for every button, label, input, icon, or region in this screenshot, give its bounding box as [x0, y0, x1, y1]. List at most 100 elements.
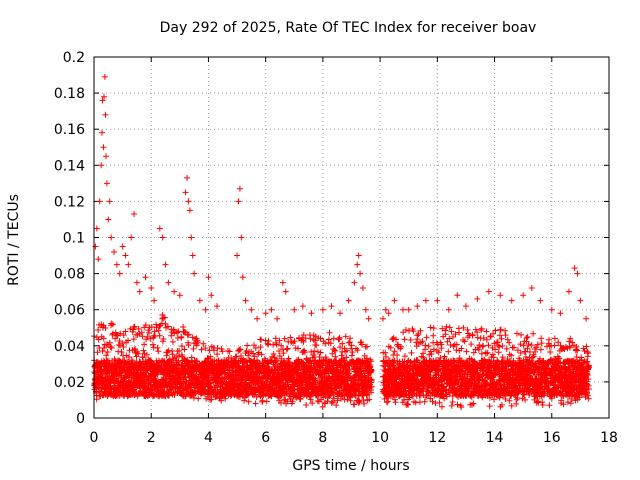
- chart-title: Day 292 of 2025, Rate Of TEC Index for r…: [160, 20, 537, 36]
- data-point: [430, 325, 437, 332]
- data-point: [109, 331, 116, 338]
- data-point: [207, 353, 214, 360]
- data-point: [445, 348, 452, 355]
- data-point: [307, 396, 314, 403]
- data-point: [174, 329, 181, 336]
- data-point: [418, 353, 425, 360]
- data-point: [156, 332, 163, 339]
- data-point: [309, 400, 316, 407]
- x-tick-label: 10: [371, 430, 389, 446]
- data-point: [483, 328, 490, 335]
- data-point: [140, 347, 147, 354]
- x-tick-label: 18: [600, 430, 618, 446]
- data-point: [168, 332, 175, 339]
- data-point: [146, 329, 153, 336]
- data-point: [518, 331, 525, 338]
- x-tick-label: 0: [90, 430, 99, 446]
- data-point: [103, 352, 110, 359]
- data-point: [497, 326, 504, 333]
- data-point: [152, 374, 159, 381]
- data-point: [207, 396, 214, 403]
- data-point: [155, 348, 162, 355]
- data-point: [326, 329, 333, 336]
- data-point: [468, 341, 475, 348]
- data-point: [401, 336, 408, 343]
- data-point: [498, 335, 505, 342]
- data-point: [106, 339, 113, 346]
- data-point: [303, 402, 310, 409]
- data-point: [125, 337, 132, 344]
- data-point: [236, 347, 243, 354]
- data-point: [281, 335, 288, 342]
- data-point: [348, 352, 355, 359]
- data-point: [511, 344, 518, 351]
- y-tick-label: 0.02: [54, 375, 85, 391]
- x-tick-label: 12: [428, 430, 446, 446]
- data-point: [142, 322, 149, 329]
- data-point: [178, 343, 185, 350]
- y-tick-label: 0.16: [54, 122, 85, 138]
- data-point: [257, 344, 264, 351]
- data-point: [211, 347, 218, 354]
- data-point: [120, 332, 127, 339]
- data-point: [109, 330, 116, 337]
- data-point: [329, 398, 336, 405]
- y-tick-label: 0.06: [54, 303, 85, 319]
- data-point: [107, 343, 114, 350]
- data-point: [314, 348, 321, 355]
- data-point: [258, 336, 265, 343]
- x-tick-label: 6: [261, 430, 270, 446]
- data-point: [448, 402, 455, 409]
- data-point: [181, 346, 188, 353]
- data-point: [94, 349, 101, 356]
- data-point: [252, 400, 259, 407]
- data-point: [430, 332, 437, 339]
- y-tick-label: 0.1: [63, 231, 85, 247]
- data-point: [517, 349, 524, 356]
- data-point: [164, 323, 171, 330]
- data-point: [514, 347, 521, 354]
- data-point: [148, 324, 155, 331]
- data-point: [160, 315, 167, 322]
- data-point: [95, 336, 102, 343]
- x-tick-label: 8: [318, 430, 327, 446]
- y-tick-label: 0.18: [54, 86, 85, 102]
- y-tick-label: 0.14: [54, 158, 85, 174]
- data-point: [195, 395, 202, 402]
- data-point: [113, 332, 120, 339]
- data-point: [427, 324, 434, 331]
- data-point: [149, 341, 156, 348]
- data-point: [311, 348, 318, 355]
- data-point: [414, 332, 421, 339]
- data-point: [485, 342, 492, 349]
- data-point: [300, 348, 307, 355]
- data-point: [121, 357, 128, 364]
- data-point: [100, 345, 107, 352]
- data-point: [109, 321, 116, 328]
- data-point: [200, 340, 207, 347]
- data-point: [171, 330, 178, 337]
- data-point: [175, 328, 182, 335]
- data-point: [317, 349, 324, 356]
- x-tick-label: 2: [147, 430, 156, 446]
- data-point: [147, 335, 154, 342]
- data-point: [351, 401, 358, 408]
- data-point: [181, 328, 188, 335]
- data-point: [176, 347, 183, 354]
- data-point: [486, 403, 493, 410]
- data-point: [194, 339, 201, 346]
- data-point: [214, 345, 221, 352]
- data-point: [226, 348, 233, 355]
- data-point: [141, 341, 148, 348]
- data-point: [513, 330, 520, 337]
- data-point: [145, 327, 152, 334]
- data-point: [122, 328, 129, 335]
- data-point: [185, 342, 192, 349]
- data-point: [164, 349, 171, 356]
- x-tick-label: 4: [204, 430, 213, 446]
- x-tick-label: 16: [543, 430, 561, 446]
- data-point: [139, 333, 146, 340]
- data-point: [284, 345, 291, 352]
- data-point: [95, 327, 102, 334]
- data-point: [460, 336, 467, 343]
